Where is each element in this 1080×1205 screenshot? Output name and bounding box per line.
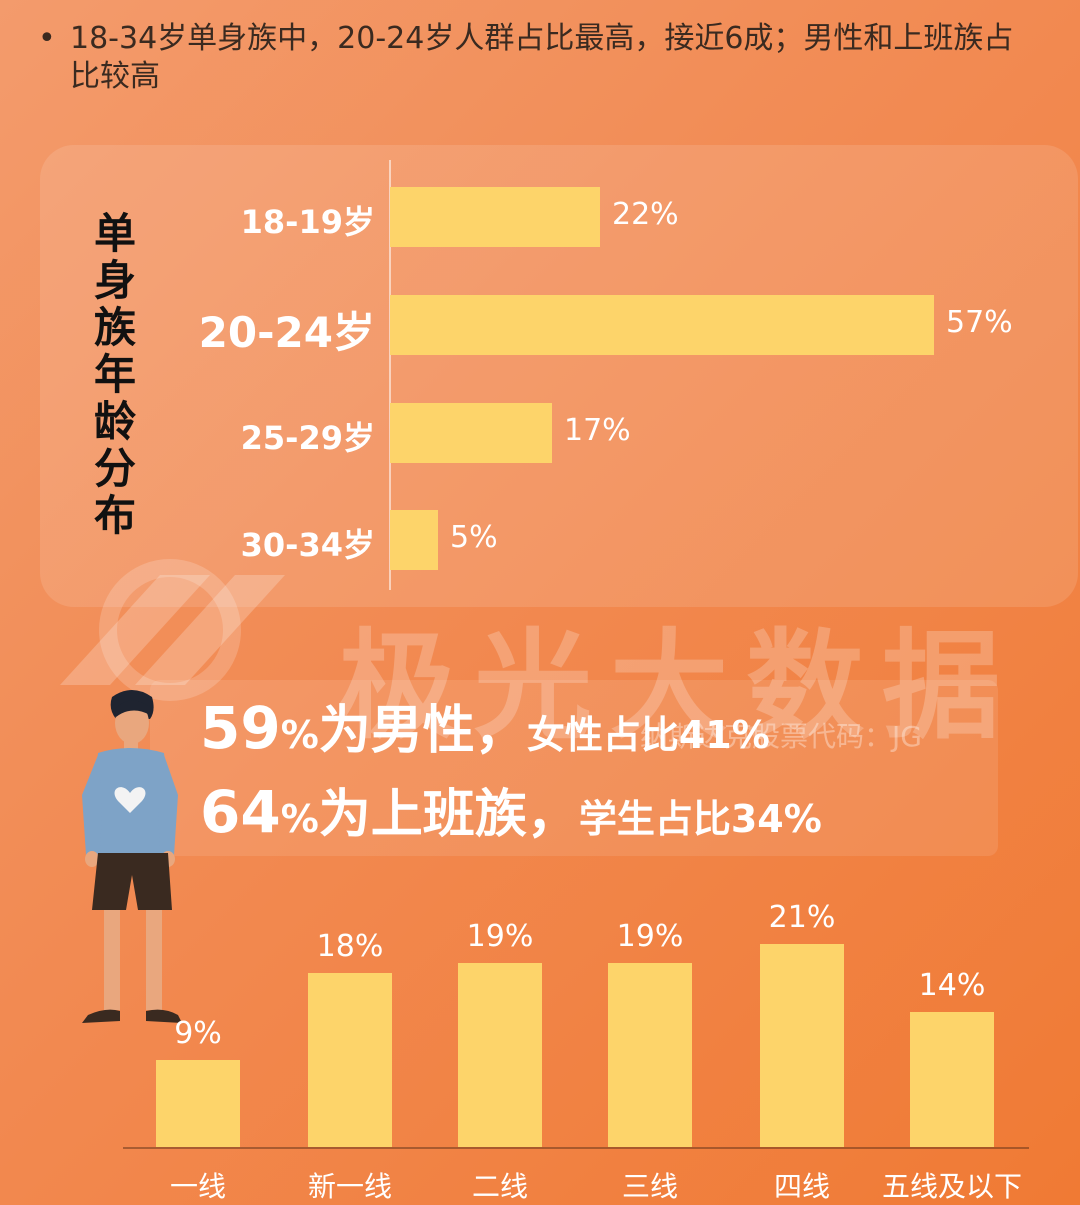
city-tier-label: 新一线 (307, 1170, 392, 1203)
city-tier-value-label: 9% (174, 1016, 222, 1051)
city-tier-chart-baseline (123, 1147, 1029, 1149)
age-category-label: 25-29岁 (240, 419, 375, 457)
watermark-text: 极光大数据 (338, 617, 1019, 755)
city-tier-bar (156, 1060, 240, 1147)
city-tier-label: 四线 (773, 1170, 830, 1203)
age-bar (390, 403, 552, 463)
city-tier-value-label: 14% (918, 968, 986, 1003)
female-stat: 女性占比41% (526, 713, 770, 757)
age-bar-value-label: 17% (564, 413, 631, 448)
city-tier-value-label: 19% (616, 919, 684, 954)
person-illustration-icon (82, 690, 182, 1023)
bullet-dot: • (38, 21, 56, 56)
city-tier-bar (910, 1012, 994, 1147)
age-chart-title: 单身族年龄分布 (93, 209, 136, 540)
age-bar (390, 510, 438, 570)
age-bar (390, 295, 934, 355)
worker-stat-word: 为上班族， (318, 785, 579, 845)
city-tier-bar (760, 944, 844, 1147)
male-stat-number: 59 (200, 694, 281, 762)
city-tier-label: 三线 (621, 1170, 678, 1203)
city-tier-label: 二线 (471, 1170, 528, 1203)
age-bar (390, 187, 600, 247)
age-category-label: 20-24岁 (198, 308, 375, 357)
watermark-subtext: 纳斯达克股票代码：JG (640, 720, 922, 753)
age-bar-value-label: 57% (946, 305, 1013, 340)
watermark-logo-icon (60, 559, 285, 701)
male-stat: 59%为男性，女性占比41% (200, 688, 770, 763)
city-tier-bar (458, 963, 542, 1147)
student-stat: 学生占比34% (578, 797, 822, 841)
worker-stat-percent: % (280, 797, 319, 841)
age-category-label: 30-34岁 (240, 526, 375, 564)
city-tier-value-label: 18% (316, 929, 384, 964)
worker-stat: 64%为上班族，学生占比34% (200, 772, 822, 847)
city-tier-bar (608, 963, 692, 1147)
city-tier-value-label: 21% (768, 900, 836, 935)
city-tier-bar (308, 973, 392, 1147)
male-stat-word: 为男性， (318, 701, 527, 761)
city-tier-label: 一线 (169, 1170, 226, 1203)
worker-stat-number: 64 (200, 778, 281, 846)
age-bar-value-label: 22% (612, 197, 679, 232)
city-tier-value-label: 19% (466, 919, 534, 954)
stats-panel (150, 680, 998, 856)
age-chart-axis (389, 160, 391, 590)
age-bar-value-label: 5% (450, 520, 498, 555)
age-category-label: 18-19岁 (240, 203, 375, 241)
headline-text: 18-34岁单身族中，20-24岁人群占比最高，接近6成；男性和上班族占比较高 (70, 21, 1014, 94)
headline: • 18-34岁单身族中，20-24岁人群占比最高，接近6成；男性和上班族占比较… (38, 20, 1038, 96)
male-stat-percent: % (280, 713, 319, 757)
city-tier-label: 五线及以下 (881, 1170, 1022, 1203)
